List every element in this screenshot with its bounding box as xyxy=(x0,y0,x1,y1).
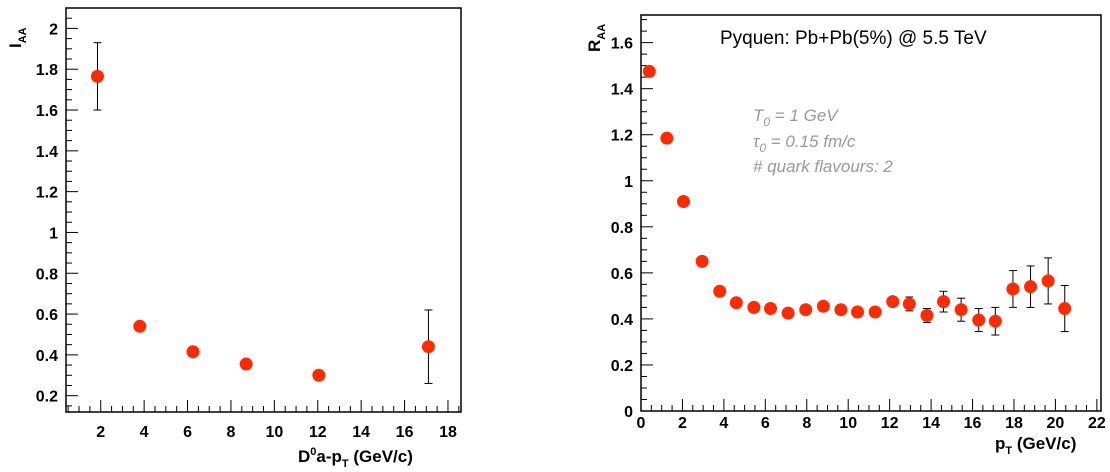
left-x-tick-label: 10 xyxy=(265,424,283,441)
left-y-tick-label: 1.8 xyxy=(36,62,58,79)
right-y-tick-label: 0 xyxy=(624,404,633,421)
right-ticks xyxy=(640,19,1098,412)
right-data-point xyxy=(834,303,848,317)
right-x-tick-label: 6 xyxy=(761,415,770,432)
right-x-tick-label: 4 xyxy=(719,415,728,432)
note-tau0: τ0 = 0.15 fm/c xyxy=(753,132,856,155)
right-data-point xyxy=(747,300,761,314)
left-data-points xyxy=(90,42,435,384)
right-y-tick-labels: 0 0.2 0.4 0.6 0.8 1 1.2 1.4 1.6 xyxy=(611,36,633,421)
right-data-point xyxy=(868,305,882,319)
note-t0: T0 = 1 GeV xyxy=(753,106,839,129)
left-data-point xyxy=(312,368,326,382)
right-x-tick-labels: 0 2 4 6 8 10 12 14 16 18 20 22 xyxy=(637,415,1106,432)
right-data-point xyxy=(972,313,986,327)
right-data-point xyxy=(886,295,900,309)
right-data-point xyxy=(1006,282,1020,296)
left-x-axis-title: D0a-pT (GeV/c) xyxy=(298,446,413,470)
left-x-tick-labels: 2 4 6 8 10 12 14 16 18 xyxy=(96,424,457,441)
right-x-tick-label: 0 xyxy=(637,415,646,432)
right-data-point xyxy=(902,297,916,311)
left-ticks xyxy=(66,7,460,412)
right-x-tick-label: 20 xyxy=(1047,415,1065,432)
left-data-point xyxy=(421,340,435,354)
right-x-tick-label: 2 xyxy=(678,415,687,432)
right-data-point xyxy=(660,131,674,145)
right-y-tick-label: 0.4 xyxy=(611,312,633,329)
right-plot-frame xyxy=(640,14,1102,412)
note-flavours: # quark flavours: 2 xyxy=(753,157,893,176)
right-data-point xyxy=(764,302,778,316)
right-data-point xyxy=(1024,280,1038,294)
right-data-point xyxy=(920,308,934,322)
right-data-point xyxy=(695,254,709,268)
left-x-tick-label: 16 xyxy=(396,424,414,441)
right-y-tick-label: 1.2 xyxy=(611,128,633,145)
legend-box xyxy=(711,16,1100,56)
right-data-point xyxy=(816,299,830,313)
left-plot-frame xyxy=(65,7,462,413)
right-data-point xyxy=(676,194,690,208)
right-data-points xyxy=(642,64,1072,336)
left-x-tick-label: 14 xyxy=(352,424,370,441)
right-x-tick-label: 14 xyxy=(922,415,940,432)
right-x-tick-label: 16 xyxy=(964,415,982,432)
right-y-tick-label: 1.6 xyxy=(611,36,633,53)
left-x-tick-label: 6 xyxy=(183,424,192,441)
right-data-point xyxy=(1058,302,1072,316)
right-y-tick-label: 1 xyxy=(624,174,633,191)
right-data-point xyxy=(642,64,656,78)
right-x-tick-label: 10 xyxy=(839,415,857,432)
right-data-point xyxy=(851,305,865,319)
right-data-point xyxy=(937,295,951,309)
right-y-tick-label: 0.2 xyxy=(611,358,633,375)
left-y-tick-label: 0.6 xyxy=(36,307,58,324)
left-data-point xyxy=(90,69,104,83)
left-y-tick-label: 0.4 xyxy=(36,348,58,365)
left-data-point xyxy=(133,319,147,333)
left-x-tick-label: 8 xyxy=(226,424,235,441)
left-y-tick-label: 1.6 xyxy=(36,103,58,120)
right-data-point xyxy=(988,314,1002,328)
right-x-tick-label: 22 xyxy=(1088,415,1106,432)
right-y-tick-label: 0.8 xyxy=(611,220,633,237)
left-y-tick-label: 1 xyxy=(49,225,58,242)
right-y-tick-label: 0.6 xyxy=(611,266,633,283)
left-x-tick-label: 2 xyxy=(96,424,105,441)
left-y-tick-label: 2 xyxy=(49,21,58,38)
left-data-point xyxy=(186,345,200,359)
left-panel: 2 4 6 8 10 12 14 16 18 0.2 0.4 0.6 0.8 1 1.2 1.4 1.6 1.8… xyxy=(6,7,462,470)
right-x-tick-label: 18 xyxy=(1005,415,1023,432)
right-data-point xyxy=(729,296,743,310)
left-y-tick-label: 0.2 xyxy=(36,389,58,406)
right-x-tick-label: 8 xyxy=(802,415,811,432)
right-data-point xyxy=(713,284,727,298)
right-data-point xyxy=(954,303,968,317)
left-y-tick-labels: 0.2 0.4 0.6 0.8 1 1.2 1.4 1.6 1.8 2 xyxy=(36,21,58,405)
right-x-axis-title: pT (GeV/c) xyxy=(995,434,1076,457)
legend-text: Pyquen: Pb+Pb(5%) @ 5.5 TeV xyxy=(720,28,987,49)
right-x-tick-label: 12 xyxy=(881,415,899,432)
right-y-tick-label: 1.4 xyxy=(611,82,633,99)
right-data-point xyxy=(781,306,795,320)
left-y-tick-label: 0.8 xyxy=(36,266,58,283)
right-data-point xyxy=(1041,274,1055,288)
left-x-tick-label: 4 xyxy=(140,424,149,441)
right-y-axis-title: RAA xyxy=(585,24,608,52)
right-panel: 0 2 4 6 8 10 12 14 16 18 20 22 0 0.2 0.4 0.6 0.8 1 1.2 1.4… xyxy=(585,14,1106,457)
left-x-tick-label: 12 xyxy=(309,424,327,441)
left-y-tick-label: 1.2 xyxy=(36,185,58,202)
left-x-tick-label: 18 xyxy=(439,424,457,441)
right-data-point xyxy=(799,303,813,317)
left-data-point xyxy=(239,357,253,371)
left-y-tick-label: 1.4 xyxy=(36,144,58,161)
left-y-axis-title: IAA xyxy=(6,27,29,48)
